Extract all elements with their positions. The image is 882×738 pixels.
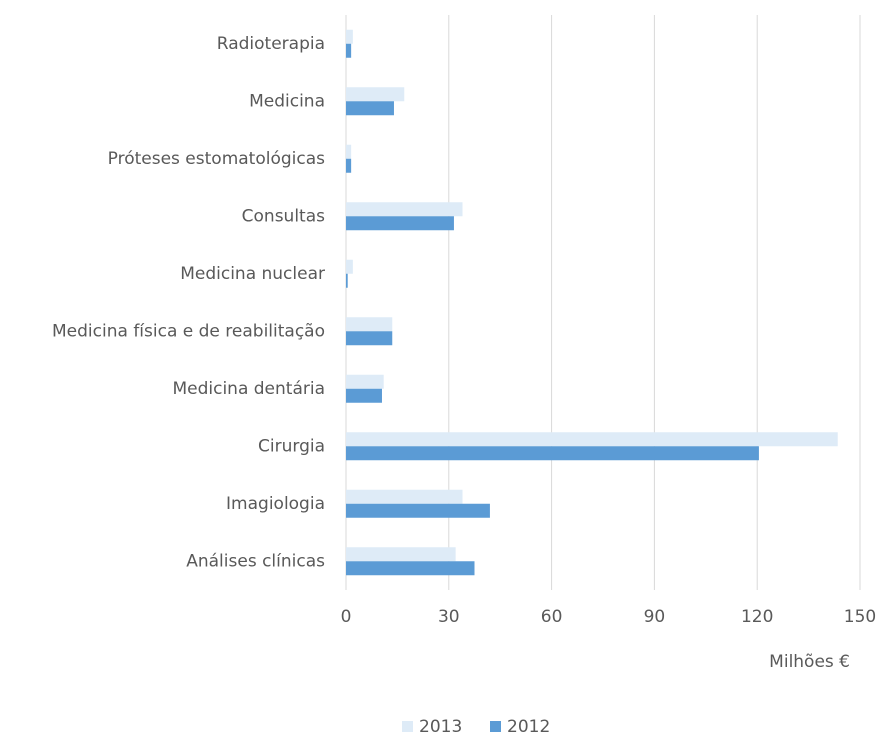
y-tick-label: Medicina nuclear (180, 264, 325, 284)
y-tick-label: Consultas (242, 206, 325, 226)
legend-swatch (402, 721, 413, 732)
x-tick-label: 30 (438, 607, 460, 627)
bar (346, 547, 456, 562)
bar (346, 561, 475, 576)
bar (346, 259, 353, 274)
bar (346, 317, 393, 332)
bar (346, 446, 759, 461)
x-tick-label: 90 (644, 607, 666, 627)
bar (346, 374, 384, 389)
bar (346, 432, 838, 447)
y-tick-label: Medicina física e de reabilitação (52, 321, 325, 341)
x-tick-label: 60 (541, 607, 563, 627)
y-tick-label: Medicina (249, 91, 325, 111)
legend-label: 2013 (419, 717, 462, 737)
bar (346, 489, 463, 504)
x-tick-label: 0 (341, 607, 352, 627)
bar (346, 101, 394, 116)
bar (346, 87, 405, 102)
bar (346, 216, 454, 231)
bar (346, 144, 352, 159)
bar (346, 273, 348, 288)
bar (346, 331, 393, 346)
legend-label: 2012 (507, 717, 550, 737)
y-tick-label: Radioterapia (217, 34, 325, 54)
bar (346, 29, 353, 44)
y-tick-label: Próteses estomatológicas (108, 149, 325, 169)
y-tick-label: Imagiologia (226, 494, 325, 514)
bar (346, 43, 352, 58)
y-tick-label: Análises clínicas (186, 551, 325, 571)
y-tick-label: Medicina dentária (172, 379, 325, 399)
x-tick-label: 150 (844, 607, 876, 627)
bar (346, 388, 382, 403)
bar (346, 202, 463, 217)
bar (346, 158, 352, 173)
x-axis-label: Milhões € (769, 652, 850, 672)
x-tick-label: 120 (741, 607, 773, 627)
legend-swatch (490, 721, 501, 732)
y-tick-label: Cirurgia (258, 436, 325, 456)
bar (346, 503, 490, 518)
